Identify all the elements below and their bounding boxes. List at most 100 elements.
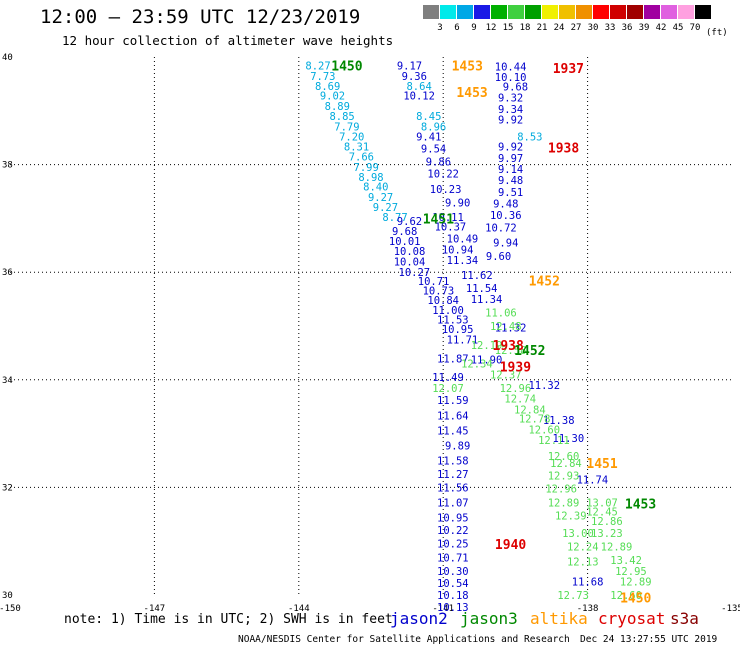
pass-time-label: 1451 bbox=[586, 457, 617, 472]
wave-height-value: 11.07 bbox=[437, 497, 469, 509]
wave-height-value: 8.53 bbox=[517, 132, 542, 144]
wave-height-value: 9.60 bbox=[486, 251, 511, 263]
x-tick-label: -135 bbox=[721, 604, 740, 614]
wave-height-value: 8.27 bbox=[305, 61, 330, 73]
pass-time-label: 1450 bbox=[331, 60, 362, 75]
wave-height-value: 10.84 bbox=[427, 295, 459, 307]
wave-height-value: 10.22 bbox=[427, 169, 459, 181]
wave-height-value: 12.19 bbox=[471, 340, 503, 352]
wave-height-value: 12.48 bbox=[490, 321, 522, 333]
wave-height-value: 10.95 bbox=[442, 324, 474, 336]
wave-height-value: 9.51 bbox=[498, 187, 523, 199]
wave-height-value: 8.96 bbox=[421, 121, 446, 133]
colorbar-swatch bbox=[610, 5, 626, 19]
wave-height-value: 9.27 bbox=[368, 192, 393, 204]
wave-height-value: 12.96 bbox=[500, 383, 532, 395]
wave-height-value: 8.98 bbox=[358, 172, 383, 184]
chart-title: 12:00 — 23:59 UTC 12/23/2019 bbox=[40, 6, 361, 28]
wave-height-value: 11.38 bbox=[543, 415, 575, 427]
wave-height-value: 9.27 bbox=[373, 202, 398, 214]
colorbar-label: 3 bbox=[437, 23, 443, 33]
colorbar-label: 70 bbox=[689, 23, 701, 33]
wave-height-value: 11.34 bbox=[471, 294, 503, 306]
x-tick-label: -138 bbox=[577, 604, 599, 614]
x-tick-label: -150 bbox=[0, 604, 21, 614]
legend-jason3: jason3 bbox=[460, 609, 518, 628]
wave-height-value: 11.58 bbox=[437, 456, 469, 468]
wave-height-value: 12.60 bbox=[610, 590, 642, 602]
colorbar-swatch bbox=[474, 5, 490, 19]
wave-height-value: 9.14 bbox=[498, 164, 523, 176]
wave-height-value: 12.74 bbox=[504, 394, 536, 406]
wave-height-value: 11.90 bbox=[471, 354, 503, 366]
colorbar-swatch bbox=[576, 5, 592, 19]
wave-height-value: 7.20 bbox=[339, 132, 364, 144]
wave-height-value: 12.78 bbox=[519, 414, 551, 426]
wave-height-value: 7.99 bbox=[354, 162, 379, 174]
colorbar-swatch bbox=[593, 5, 609, 19]
wave-height-value: 10.71 bbox=[437, 552, 469, 564]
x-tick-label: -147 bbox=[144, 604, 166, 614]
colorbar-label: 24 bbox=[553, 23, 565, 33]
wave-height-value: 8.89 bbox=[325, 101, 350, 113]
wave-height-value: 9.68 bbox=[503, 82, 528, 94]
wave-height-value: 9.48 bbox=[498, 175, 523, 187]
wave-height-value: 11.87 bbox=[437, 353, 469, 365]
colorbar-label: 39 bbox=[638, 23, 650, 33]
wave-height-value: 11.49 bbox=[432, 372, 464, 384]
wave-height-value: 10.25 bbox=[437, 538, 469, 550]
wave-height-value: 8.85 bbox=[329, 111, 354, 123]
wave-height-value: 10.01 bbox=[389, 236, 421, 248]
colorbar-swatch bbox=[491, 5, 507, 19]
colorbar-swatch bbox=[661, 5, 677, 19]
wave-height-value: 11.59 bbox=[437, 395, 469, 407]
colorbar-label: 30 bbox=[587, 23, 599, 33]
pass-time-label: 1453 bbox=[452, 60, 483, 75]
wave-height-value: 10.54 bbox=[437, 578, 469, 590]
colorbar-swatch bbox=[525, 5, 541, 19]
pass-time-label: 1937 bbox=[553, 62, 584, 77]
wave-height-value: 10.44 bbox=[495, 62, 527, 74]
wave-height-value: 9.48 bbox=[493, 198, 518, 210]
wave-height-value: 13.07 bbox=[586, 497, 618, 509]
wave-height-value: 9.92 bbox=[498, 141, 523, 153]
colorbar-unit: (ft) bbox=[706, 28, 728, 38]
colorbar-swatch bbox=[559, 5, 575, 19]
wave-height-value: 11.62 bbox=[461, 270, 493, 282]
wave-height-value: 11.71 bbox=[447, 334, 479, 346]
wave-height-value: 12.13 bbox=[567, 557, 599, 569]
wave-height-value: 11.74 bbox=[577, 474, 609, 486]
wave-height-value: 10.12 bbox=[403, 91, 435, 103]
wave-height-value: 10.49 bbox=[447, 233, 479, 245]
note-text: note: 1) Time is in UTC; 2) SWH is in fe… bbox=[64, 612, 393, 627]
wave-height-value: 12.45 bbox=[586, 507, 618, 519]
wave-height-value: 8.31 bbox=[344, 141, 369, 153]
pass-time-label: 1451 bbox=[423, 212, 454, 227]
colorbar-label: 6 bbox=[454, 23, 460, 33]
wave-height-value: 11.32 bbox=[495, 323, 527, 335]
wave-height-value: 8.69 bbox=[315, 81, 340, 93]
wave-height-value: 12.89 bbox=[620, 577, 652, 589]
wave-height-value: 10.73 bbox=[423, 285, 455, 297]
wave-height-value: 12.93 bbox=[548, 471, 580, 483]
colorbar-label: 33 bbox=[604, 23, 616, 33]
wave-height-value: 11.56 bbox=[437, 482, 469, 494]
wave-height-value: 11.06 bbox=[485, 308, 517, 320]
wave-height-value: 10.95 bbox=[437, 513, 469, 525]
wave-height-value: 9.94 bbox=[493, 238, 518, 250]
wave-height-value: 11.54 bbox=[466, 283, 498, 295]
colorbar-swatch bbox=[508, 5, 524, 19]
wave-height-value: 12.60 bbox=[548, 451, 580, 463]
wave-height-value: 9.62 bbox=[397, 216, 422, 228]
pass-time-label: 1452 bbox=[529, 274, 560, 289]
legend-altika: altika bbox=[530, 609, 588, 628]
wave-height-value: 10.72 bbox=[485, 223, 517, 235]
wave-height-value: 13.23 bbox=[591, 528, 623, 540]
wave-height-value: 11.64 bbox=[437, 410, 469, 422]
wave-height-value: 10.22 bbox=[437, 525, 469, 537]
chart-subtitle: 12 hour collection of altimeter wave hei… bbox=[62, 33, 394, 48]
wave-height-value: 12.58 bbox=[495, 345, 527, 357]
colorbar-label: 36 bbox=[621, 23, 633, 33]
pass-time-label: 1938 bbox=[493, 339, 524, 354]
wave-height-value: 8.45 bbox=[416, 111, 441, 123]
